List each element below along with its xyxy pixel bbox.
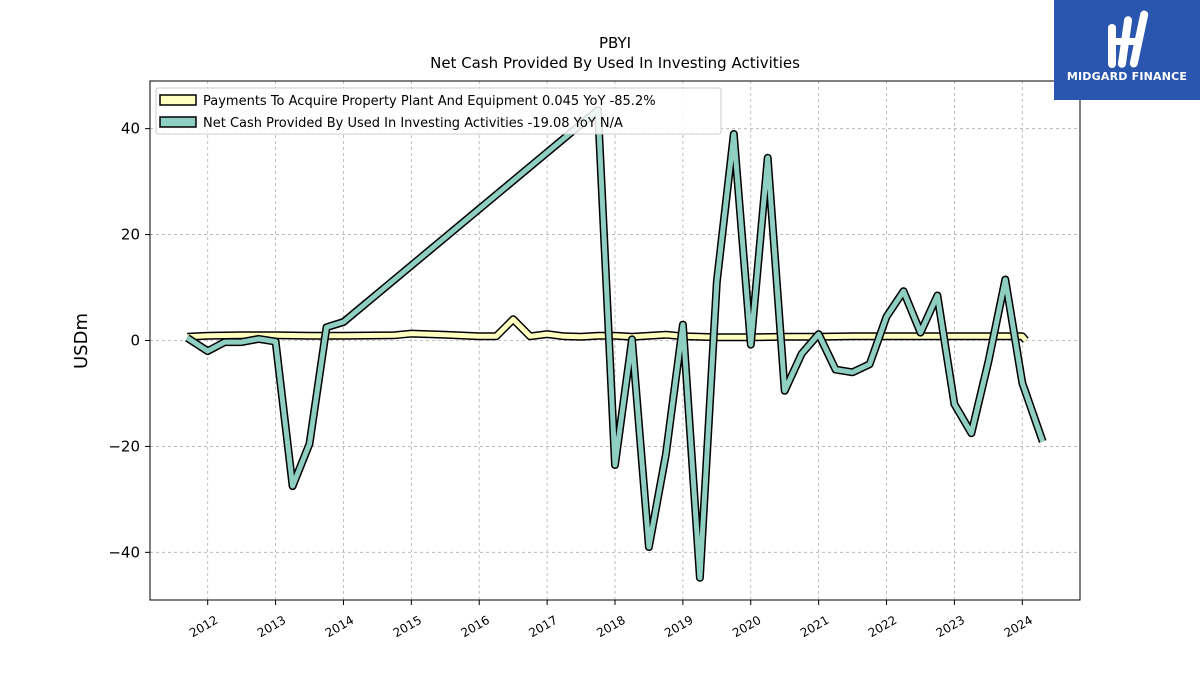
- x-tick-label: 2012: [187, 613, 220, 640]
- x-tick-label: 2022: [866, 613, 899, 640]
- x-tick-label: 2020: [730, 613, 763, 640]
- legend-label-1: Net Cash Provided By Used In Investing A…: [203, 116, 623, 131]
- y-tick-label: −40: [108, 543, 140, 561]
- x-tick-label: 2016: [459, 613, 492, 640]
- x-tick-label: 2014: [323, 613, 356, 640]
- legend-swatch-0: [159, 94, 197, 106]
- y-tick-label: 0: [130, 332, 140, 350]
- brand-logo: MIDGARD FINANCE: [1054, 0, 1200, 100]
- chart-title: Net Cash Provided By Used In Investing A…: [430, 54, 800, 72]
- x-tick-label: 2019: [662, 613, 695, 640]
- series-line-0: [187, 316, 1028, 342]
- x-tick-label: 2023: [934, 613, 967, 640]
- y-tick-label: 20: [121, 226, 140, 244]
- x-tick-label: 2015: [391, 613, 424, 640]
- legend: Payments To Acquire Property Plant And E…: [155, 87, 722, 135]
- legend-swatch-1: [159, 116, 197, 128]
- chart-ticker: PBYI: [599, 34, 631, 52]
- x-tick-label: 2018: [594, 613, 627, 640]
- y-tick-label: −20: [108, 437, 140, 455]
- legend-label-0: Payments To Acquire Property Plant And E…: [203, 94, 656, 109]
- x-tick-label: 2013: [255, 613, 288, 640]
- x-tick-label: 2024: [1002, 613, 1035, 640]
- x-tick-label: 2021: [798, 613, 831, 640]
- series-line-1: [185, 107, 1046, 581]
- y-axis-label: USDm: [71, 313, 92, 369]
- x-tick-label: 2017: [526, 613, 559, 640]
- logo-mark-icon: [1108, 10, 1149, 68]
- legend-box: [155, 87, 722, 135]
- brand-name: MIDGARD FINANCE: [1066, 70, 1188, 83]
- y-tick-label: 40: [121, 120, 140, 138]
